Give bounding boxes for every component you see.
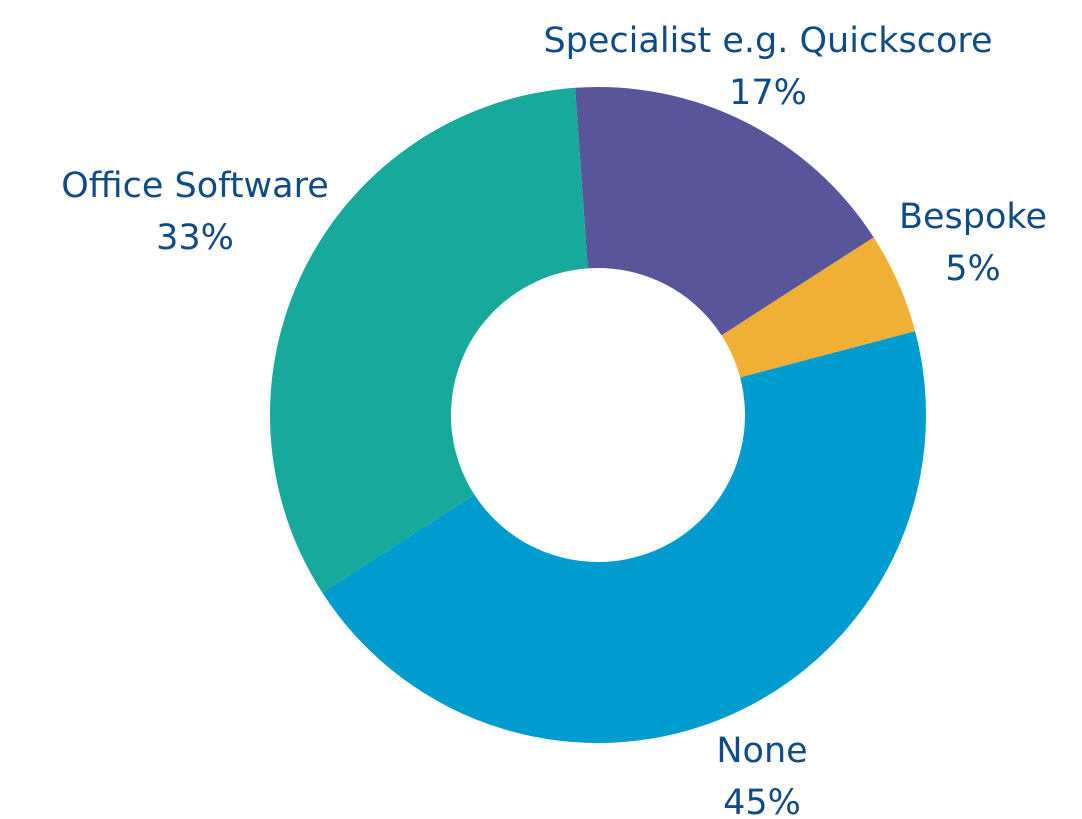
slice-value-label: 5% bbox=[945, 249, 1001, 289]
donut-slice bbox=[575, 86, 874, 336]
donut-slice bbox=[270, 87, 588, 593]
slice-value-label: 33% bbox=[156, 218, 234, 258]
slice-label: Office Software bbox=[61, 166, 329, 206]
donut-slice bbox=[721, 237, 916, 378]
slice-value-label: 45% bbox=[723, 783, 801, 819]
slice-label: None bbox=[716, 731, 807, 771]
slice-value-label: 17% bbox=[729, 73, 807, 113]
slice-label: Bespoke bbox=[899, 197, 1047, 237]
slice-label: Specialist e.g. Quickscore bbox=[543, 21, 992, 61]
donut-slice bbox=[322, 331, 926, 743]
